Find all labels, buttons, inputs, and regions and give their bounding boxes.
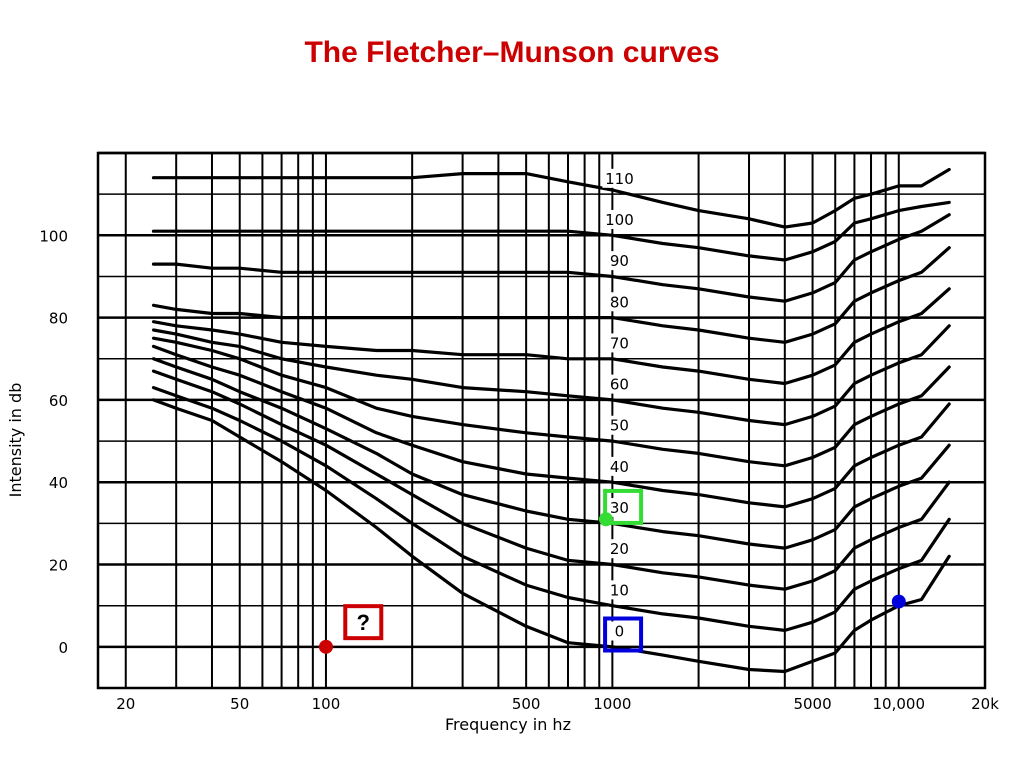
curve-label-bg <box>602 539 637 559</box>
curve-label-bg <box>602 209 637 229</box>
y-tick-labels: 0 20 40 60 80 100 <box>39 227 68 657</box>
curve-label-bg <box>602 168 637 188</box>
y-tick-label: 40 <box>49 474 68 492</box>
curve-label-100: 100 <box>605 211 634 229</box>
y-tick-label: 80 <box>49 310 68 328</box>
x-tick-label: 500 <box>512 695 541 713</box>
y-tick-label: 60 <box>49 392 68 410</box>
green-box <box>603 488 644 525</box>
grid-lines <box>98 151 986 689</box>
blue-dot <box>891 594 906 609</box>
x-tick-label: 100 <box>312 695 341 713</box>
curve-label-30: 30 <box>610 499 629 517</box>
x-tick-label: 1000 <box>593 695 631 713</box>
curve-label-bg <box>602 415 637 435</box>
curve-50-phon <box>151 336 951 468</box>
curve-label-80: 80 <box>610 293 629 311</box>
x-tick-labels: 20 50 100 500 1000 5000 10,000 20k <box>116 695 999 713</box>
curve-label-bg <box>602 498 637 518</box>
curve-label-bg <box>602 621 637 641</box>
x-tick-label: 20 <box>116 695 135 713</box>
curve-label-bg <box>602 374 637 394</box>
x-tick-label: 20k <box>971 695 999 713</box>
question-box <box>343 604 384 641</box>
x-tick-label: 50 <box>230 695 249 713</box>
blue-box <box>603 616 644 653</box>
y-axis-title: Intensity in db <box>6 383 25 498</box>
curve-10-phon <box>151 386 951 632</box>
curve-label-bg <box>602 456 637 476</box>
x-tick-label: 10,000 <box>873 695 926 713</box>
plot-border <box>96 151 987 690</box>
curve-label-bg <box>602 292 637 312</box>
annotations-group: ? <box>318 488 906 654</box>
curves-group <box>151 167 951 674</box>
curve-0-phon <box>151 398 951 674</box>
slide-title: The Fletcher–Munson curves <box>304 36 720 69</box>
x-tick-label: 5000 <box>793 695 831 713</box>
curve-40-phon <box>151 344 951 509</box>
curve-60-phon <box>151 324 951 427</box>
curve-label-0: 0 <box>615 623 625 641</box>
curve-label-70: 70 <box>610 334 629 352</box>
curve-90-phon <box>151 213 951 303</box>
curve-20-phon <box>151 369 951 591</box>
curve-label-bg <box>602 251 637 271</box>
curve-label-10: 10 <box>610 581 629 599</box>
curve-labels-group: 0 10 20 30 40 50 60 70 80 90 100 110 <box>602 168 637 641</box>
curve-70-phon <box>151 287 951 386</box>
curve-label-bg <box>602 333 637 353</box>
y-tick-label: 100 <box>39 227 68 245</box>
y-tick-label: 0 <box>58 639 68 657</box>
curve-label-20: 20 <box>610 540 629 558</box>
curve-label-90: 90 <box>610 252 629 270</box>
red-dot <box>318 639 333 654</box>
curve-110-phon <box>151 167 951 229</box>
y-tick-label: 20 <box>49 557 68 575</box>
curve-label-110: 110 <box>605 170 634 188</box>
x-axis-title: Frequency in hz <box>445 715 571 734</box>
curve-label-60: 60 <box>610 376 629 394</box>
curve-label-40: 40 <box>610 458 629 476</box>
curve-label-50: 50 <box>610 417 629 435</box>
curve-80-phon <box>151 246 951 344</box>
curve-label-bg <box>602 580 637 600</box>
curve-100-phon <box>151 200 951 262</box>
plot-frame <box>96 151 987 690</box>
question-box-text: ? <box>357 610 370 635</box>
